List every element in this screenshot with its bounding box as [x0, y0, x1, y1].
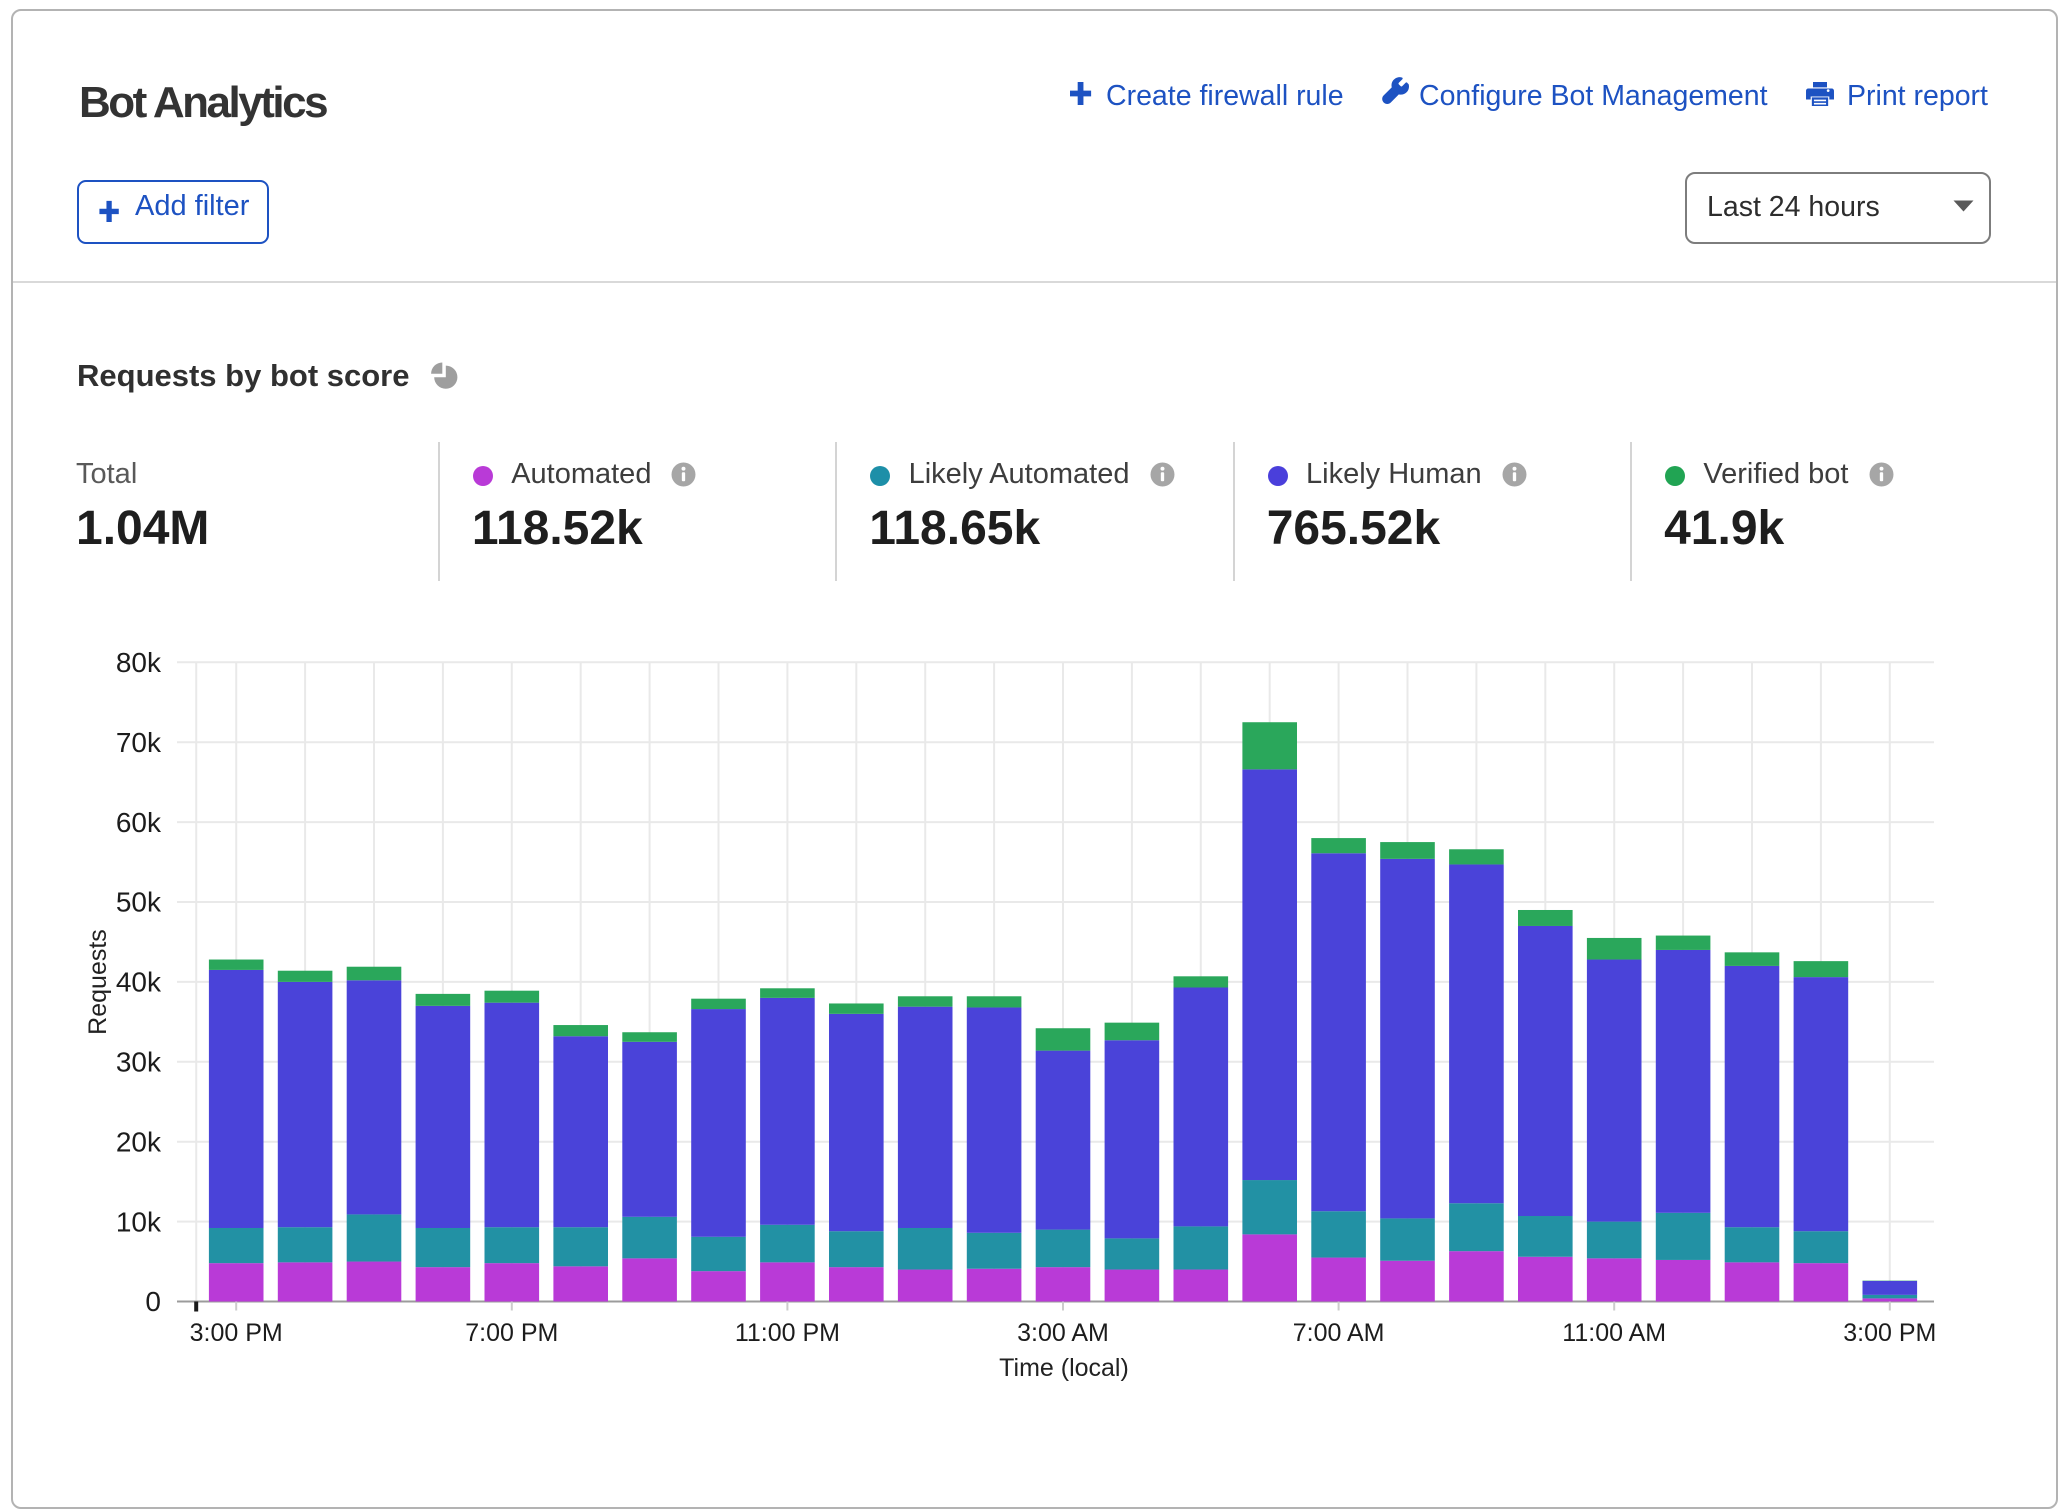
- svg-text:0: 0: [145, 1286, 161, 1317]
- svg-text:Requests: Requests: [84, 929, 112, 1035]
- svg-text:3:00 PM: 3:00 PM: [190, 1319, 283, 1347]
- svg-text:3:00 PM: 3:00 PM: [1843, 1319, 1936, 1347]
- svg-text:70k: 70k: [116, 727, 162, 758]
- svg-text:Time (local): Time (local): [999, 1354, 1129, 1382]
- svg-text:3:00 AM: 3:00 AM: [1017, 1319, 1109, 1347]
- svg-text:11:00 AM: 11:00 AM: [1562, 1319, 1666, 1347]
- svg-text:7:00 PM: 7:00 PM: [465, 1319, 558, 1347]
- svg-text:10k: 10k: [116, 1206, 162, 1237]
- svg-text:50k: 50k: [116, 887, 162, 918]
- svg-text:30k: 30k: [116, 1047, 162, 1078]
- svg-text:60k: 60k: [116, 807, 162, 838]
- svg-text:40k: 40k: [116, 967, 162, 998]
- svg-text:11:00 PM: 11:00 PM: [735, 1319, 840, 1347]
- svg-text:80k: 80k: [116, 647, 162, 678]
- svg-text:20k: 20k: [116, 1126, 162, 1157]
- svg-text:7:00 AM: 7:00 AM: [1293, 1319, 1385, 1347]
